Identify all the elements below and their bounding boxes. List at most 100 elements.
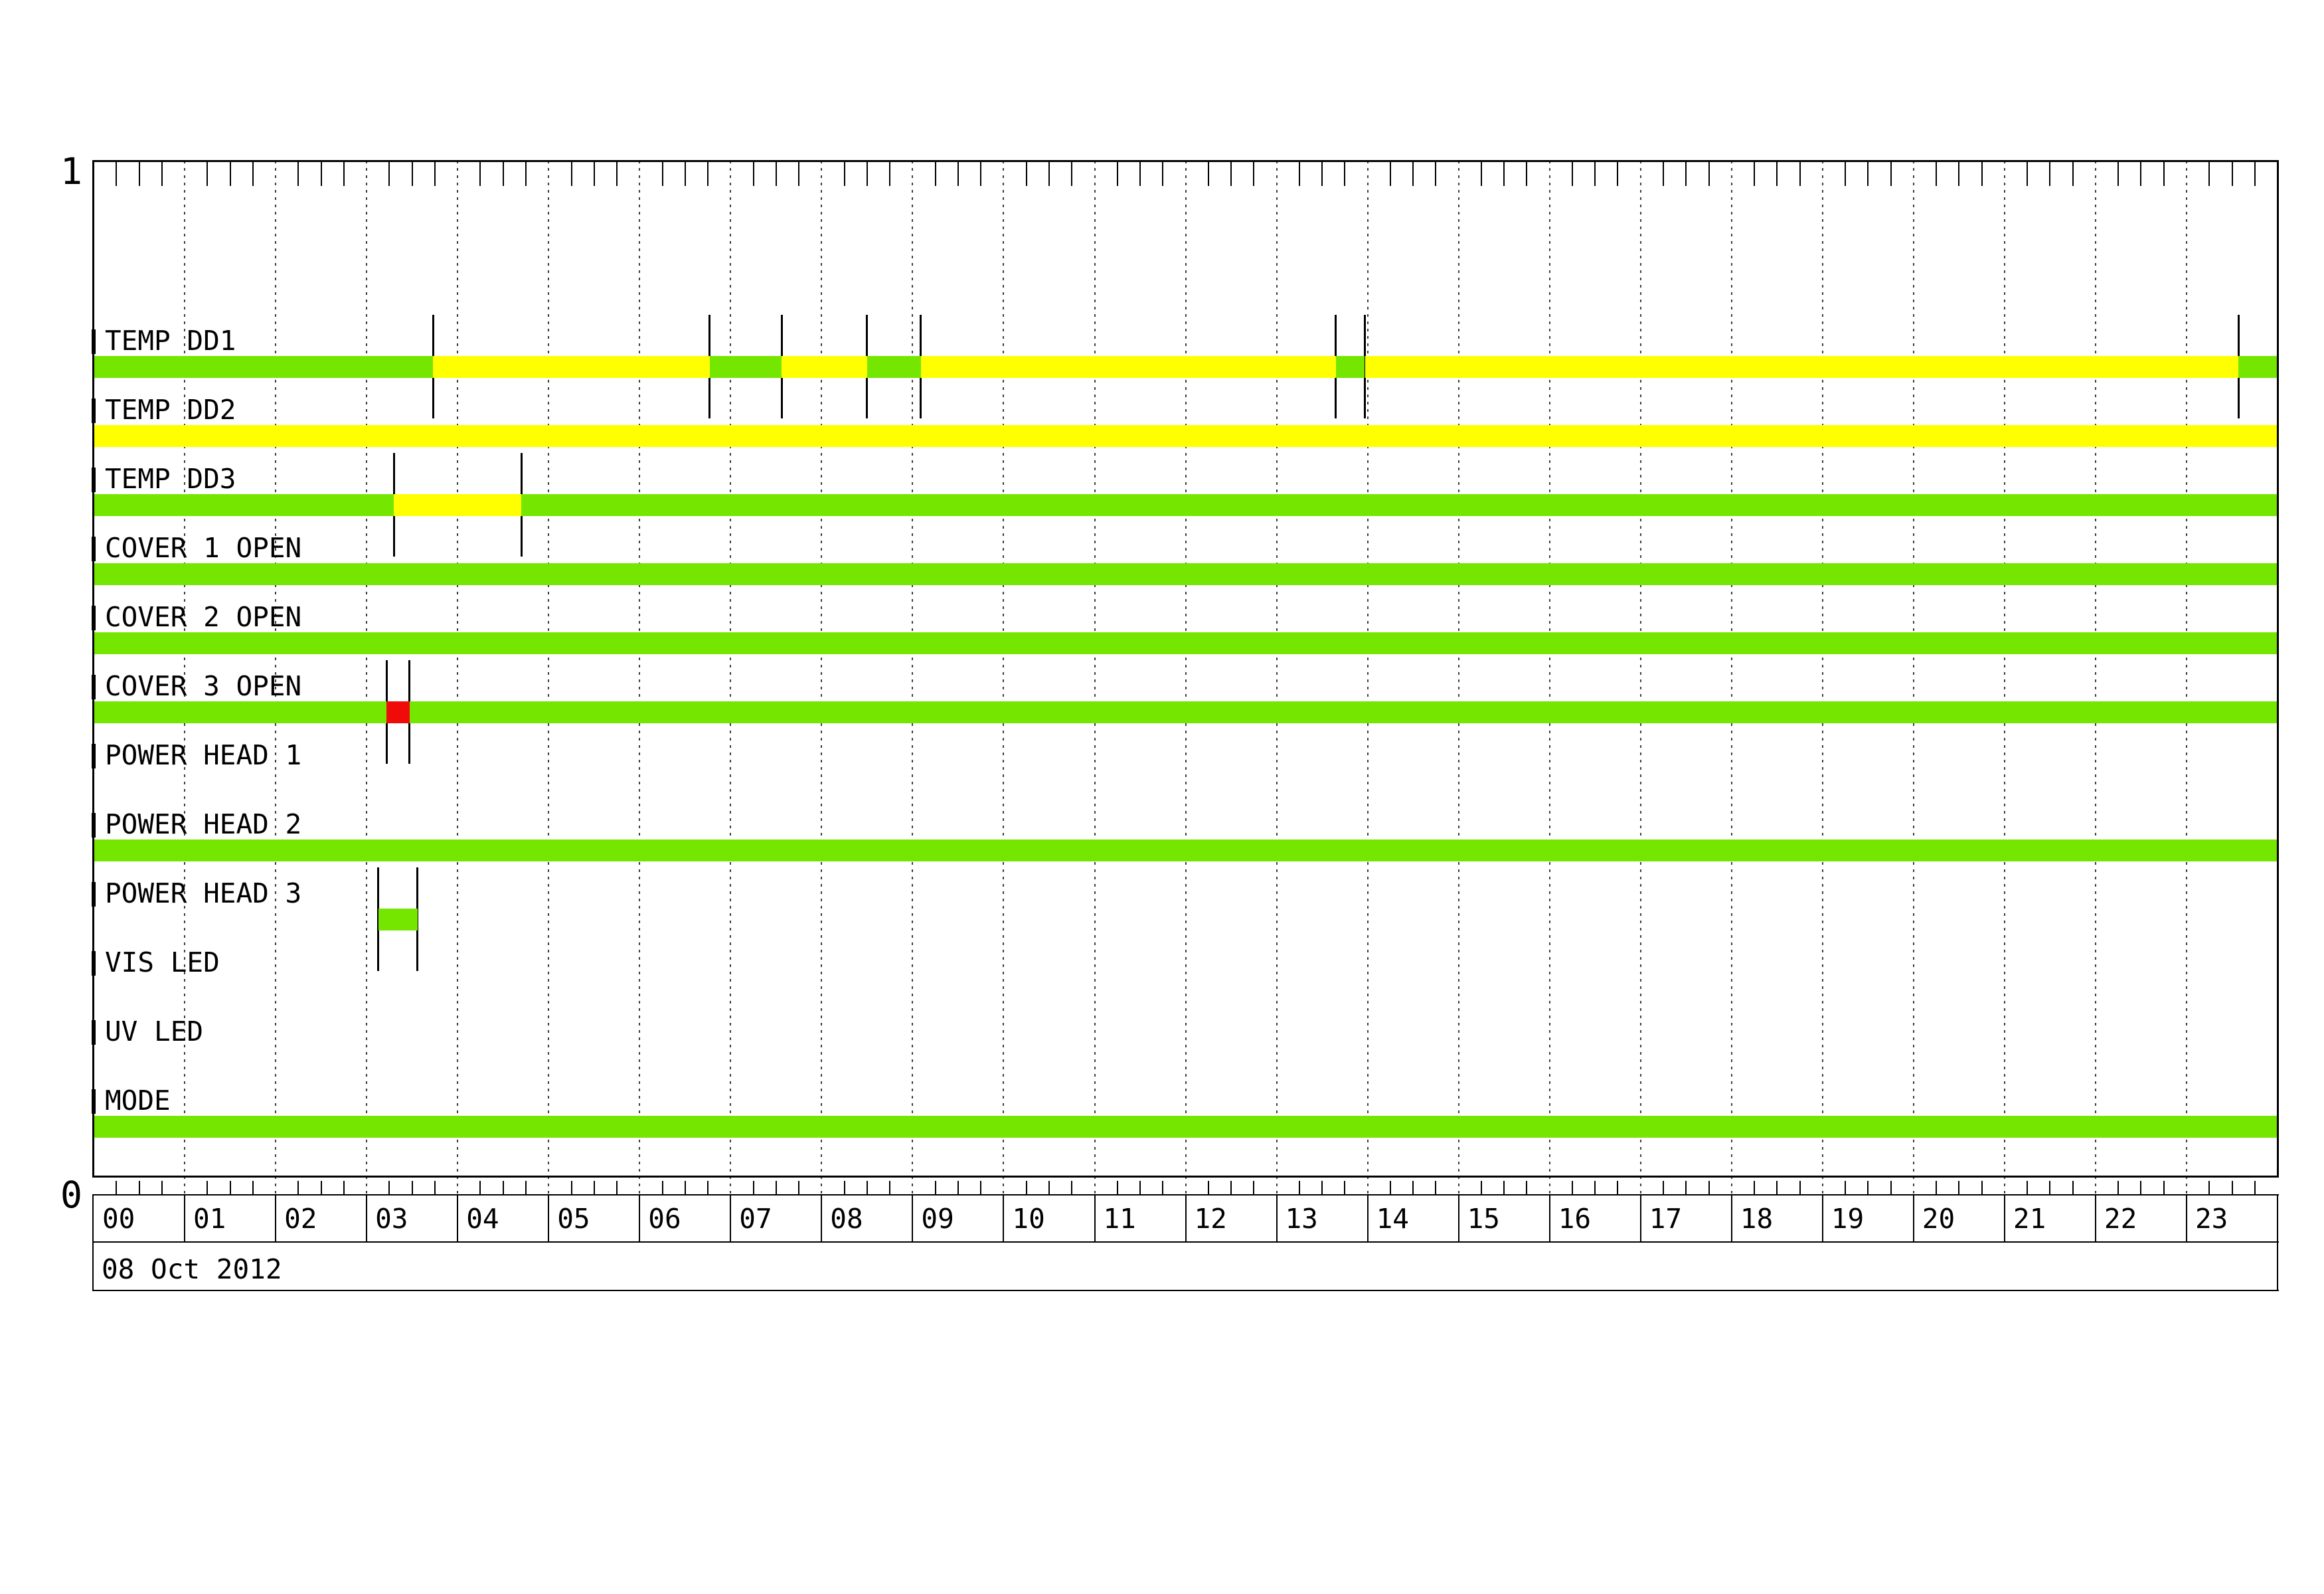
status-bar-segment (920, 356, 1336, 378)
top-minor-tick (2231, 161, 2233, 186)
top-minor-tick (1207, 161, 1209, 186)
bottom-minor-tick (889, 1181, 891, 1195)
row-left-tick (92, 812, 96, 838)
top-minor-tick (866, 161, 868, 186)
bottom-minor-tick (1867, 1181, 1869, 1195)
status-bar-segment (709, 356, 782, 378)
hour-label: 15 (1467, 1202, 1500, 1235)
bottom-minor-tick (2140, 1181, 2142, 1195)
segment-boundary-marker (416, 867, 419, 971)
bottom-minor-tick (775, 1181, 777, 1195)
bottom-minor-tick (661, 1181, 663, 1195)
top-minor-tick (1139, 161, 1141, 186)
top-minor-tick (843, 161, 845, 186)
top-minor-tick (2027, 161, 2029, 186)
top-minor-tick (1503, 161, 1505, 186)
bottom-minor-tick (2027, 1181, 2029, 1195)
bottom-minor-tick (1617, 1181, 1619, 1195)
top-minor-tick (297, 161, 299, 186)
bottom-minor-tick (1116, 1181, 1118, 1195)
bottom-minor-tick (1480, 1181, 1482, 1195)
top-minor-tick (593, 161, 595, 186)
hour-label: 12 (1194, 1202, 1227, 1235)
top-minor-tick (479, 161, 481, 186)
bottom-minor-tick (616, 1181, 618, 1195)
row-left-tick (92, 1089, 96, 1114)
top-minor-tick (411, 161, 413, 186)
top-minor-tick (229, 161, 231, 186)
top-minor-tick (1594, 161, 1596, 186)
top-minor-tick (2208, 161, 2210, 186)
hour-label: 21 (2013, 1202, 2046, 1235)
top-minor-tick (1048, 161, 1050, 186)
status-bar-segment (94, 493, 394, 516)
hour-label: 19 (1831, 1202, 1865, 1235)
row-label: MODE (105, 1084, 171, 1116)
hour-label: 10 (1012, 1202, 1045, 1235)
y-axis-min-label: 0 (60, 1174, 82, 1216)
top-minor-tick (934, 161, 936, 186)
bottom-minor-tick (707, 1181, 708, 1195)
top-minor-tick (570, 161, 572, 186)
row-label: COVER 2 OPEN (105, 600, 302, 633)
hour-cell-separator (1276, 1195, 1278, 1242)
hour-label: 00 (102, 1202, 135, 1235)
status-bar-segment (433, 356, 710, 378)
top-minor-tick (320, 161, 322, 186)
hour-gridline (1003, 161, 1005, 1195)
status-bar-segment (867, 356, 921, 378)
axis-rows-left-border (92, 1195, 94, 1290)
row-left-tick (92, 398, 96, 423)
hour-cell-separator (1094, 1195, 1096, 1242)
hour-cell-separator (1185, 1195, 1187, 1242)
top-minor-tick (1799, 161, 1801, 186)
top-minor-tick (957, 161, 959, 186)
status-bar-segment (2238, 356, 2278, 378)
bottom-minor-tick (1412, 1181, 1414, 1195)
bottom-minor-tick (1025, 1181, 1027, 1195)
top-minor-tick (116, 161, 118, 186)
top-minor-tick (1298, 161, 1300, 186)
hour-cell-separator (1548, 1195, 1550, 1242)
hour-cell-separator (2186, 1195, 2187, 1242)
top-minor-tick (1389, 161, 1391, 186)
top-minor-tick (661, 161, 663, 186)
row-label: TEMP DD3 (105, 462, 236, 495)
status-bar-segment (94, 701, 387, 723)
top-minor-tick (2117, 161, 2119, 186)
bottom-minor-tick (1571, 1181, 1573, 1195)
hour-cell-separator (548, 1195, 550, 1242)
top-minor-tick (1025, 161, 1027, 186)
bottom-minor-tick (1435, 1181, 1437, 1195)
hour-cell-separator (912, 1195, 914, 1242)
top-minor-tick (1981, 161, 1983, 186)
top-minor-tick (1708, 161, 1710, 186)
hour-label: 14 (1376, 1202, 1409, 1235)
hour-cell-separator (275, 1195, 277, 1242)
row-label: POWER HEAD 2 (105, 808, 302, 840)
hour-gridline (1457, 161, 1459, 1195)
hour-cell-separator (730, 1195, 732, 1242)
row-label: COVER 1 OPEN (105, 531, 302, 564)
status-bar-segment (94, 425, 2278, 447)
hour-gridline (1367, 161, 1369, 1195)
hour-gridline (1639, 161, 1641, 1195)
bottom-minor-tick (752, 1181, 754, 1195)
hour-gridline (912, 161, 914, 1195)
bottom-minor-tick (479, 1181, 481, 1195)
top-minor-tick (502, 161, 504, 186)
bottom-minor-tick (2208, 1181, 2210, 1195)
hour-gridline (275, 161, 277, 1195)
y-axis-max-label: 1 (60, 150, 82, 193)
bottom-minor-tick (320, 1181, 322, 1195)
hour-gridline (548, 161, 550, 1195)
bottom-minor-tick (1071, 1181, 1073, 1195)
top-minor-tick (2163, 161, 2165, 186)
bottom-minor-tick (207, 1181, 208, 1195)
hour-cell-separator (1367, 1195, 1369, 1242)
plot-bottom-border (92, 1176, 2279, 1178)
bottom-minor-tick (388, 1181, 390, 1195)
bottom-minor-tick (1230, 1181, 1232, 1195)
bottom-minor-tick (1594, 1181, 1596, 1195)
bottom-minor-tick (2117, 1181, 2119, 1195)
